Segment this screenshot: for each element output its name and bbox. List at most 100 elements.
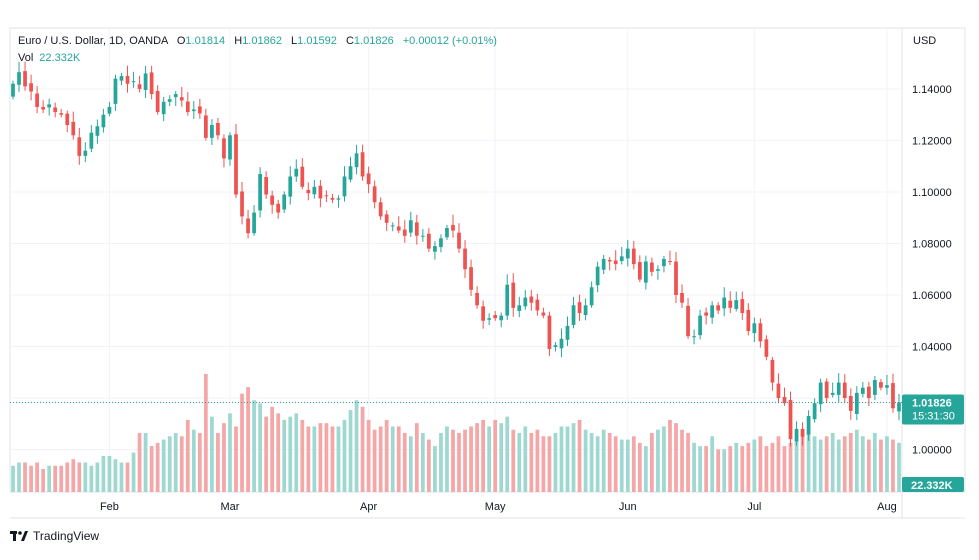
candle <box>842 374 847 403</box>
high-label: H <box>234 35 243 47</box>
change-value: +0.00012 (+0.01%) <box>402 35 497 47</box>
volume-bar <box>306 426 311 492</box>
volume-bar <box>17 462 21 492</box>
candle <box>282 191 287 213</box>
candle-body <box>445 228 449 238</box>
candle <box>493 311 498 321</box>
volume-bar <box>547 436 552 492</box>
candle <box>179 86 184 107</box>
candle <box>89 125 94 153</box>
tradingview-brand[interactable]: TradingView <box>10 529 99 543</box>
candle <box>457 223 461 253</box>
volume-bar <box>475 423 479 492</box>
volume-bar <box>390 426 395 492</box>
volume-bar <box>222 423 226 492</box>
volume-bar <box>776 436 781 492</box>
candle-body <box>806 416 811 435</box>
x-tick-label: Apr <box>360 501 377 513</box>
candle-body <box>770 359 775 383</box>
volume-bar <box>511 429 516 492</box>
y-tick-label: 1.00000 <box>912 445 952 457</box>
candle-body <box>625 248 630 259</box>
volume-bar <box>11 465 15 492</box>
candle <box>161 96 166 122</box>
volume-bar <box>288 416 293 492</box>
candle <box>173 90 178 107</box>
volume-bar <box>559 426 564 492</box>
candle <box>625 240 630 267</box>
candle-body <box>288 176 293 197</box>
candle-body <box>848 395 853 411</box>
volume-bar <box>83 462 88 492</box>
candle-body <box>692 336 696 338</box>
volume-bar <box>583 429 588 492</box>
volume-bar <box>873 433 877 492</box>
volume-bar <box>167 436 172 492</box>
volume-bar <box>643 446 648 492</box>
brand-name: TradingView <box>33 529 100 543</box>
candle <box>824 378 829 404</box>
candle <box>210 119 214 145</box>
candle-body <box>885 385 889 388</box>
candle-body <box>601 258 606 270</box>
y-tick-label: 1.06000 <box>912 290 952 302</box>
candle <box>348 156 353 183</box>
candle-body <box>613 260 618 265</box>
candle <box>885 374 889 395</box>
volume-bar <box>35 462 39 492</box>
candle <box>830 382 835 398</box>
candle <box>740 291 745 321</box>
candle <box>752 317 757 342</box>
candle-body <box>318 185 323 199</box>
candle <box>854 386 859 421</box>
candle <box>101 108 106 133</box>
volume-bar <box>650 433 654 492</box>
candle <box>390 222 395 232</box>
candle-body <box>384 214 389 223</box>
candle <box>234 123 238 199</box>
volume-bar <box>179 436 184 492</box>
candle <box>818 378 823 413</box>
candle <box>583 298 588 321</box>
candle <box>312 180 317 199</box>
volume-bar <box>107 455 112 492</box>
volume-bar <box>234 426 238 492</box>
candle-body <box>505 284 510 316</box>
volume-bar <box>396 426 401 492</box>
candle-body <box>222 138 226 159</box>
candle <box>155 85 160 115</box>
volume-bar <box>336 426 341 492</box>
x-tick-label: Mar <box>221 501 240 513</box>
candle-body <box>860 387 865 394</box>
volume-bar <box>372 429 377 492</box>
volume-bar <box>535 429 540 492</box>
candle-body <box>674 261 678 295</box>
candle-body <box>378 202 383 217</box>
candle-body <box>873 379 877 395</box>
candle-body <box>668 260 672 262</box>
candle-body <box>740 299 745 314</box>
candle <box>716 302 721 314</box>
x-tick-label: Feb <box>100 501 119 513</box>
candle-body <box>879 382 883 388</box>
volume-bar <box>860 436 865 492</box>
candle-body <box>710 305 715 318</box>
candle <box>680 284 684 308</box>
candle <box>191 101 196 120</box>
volume-bar <box>161 439 166 492</box>
candle <box>354 144 359 175</box>
chart-frame <box>9 27 966 493</box>
candle <box>439 234 443 253</box>
volume-bar <box>565 426 570 492</box>
volume-bar <box>469 426 473 492</box>
candle <box>577 294 582 322</box>
volume-bar <box>631 436 636 492</box>
candle <box>197 98 202 119</box>
candle <box>674 252 678 303</box>
candle-body <box>89 132 94 149</box>
candle <box>372 180 377 209</box>
candle <box>17 61 21 92</box>
candle <box>523 289 528 310</box>
